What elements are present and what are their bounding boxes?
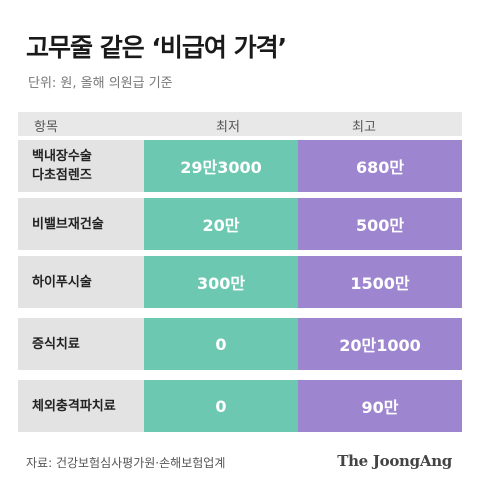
unit-note: 단위: 원, 올해 의원급 기준 [28, 76, 173, 91]
row-min: 0 [144, 318, 298, 370]
header-item: 항목 [34, 120, 58, 135]
row-max: 1500만 [298, 256, 462, 308]
row-max: 500만 [298, 198, 462, 250]
row-max: 20만1000 [298, 318, 462, 370]
row-item: 비밸브재건술 [18, 198, 144, 250]
table-header: 항목 최저 최고 [18, 112, 462, 136]
row-item: 백내장수술 다초점렌즈 [18, 140, 144, 192]
row-min: 0 [144, 380, 298, 432]
source-note: 자료: 건강보험심사평가원·손해보험업계 [26, 456, 226, 470]
row-min: 20만 [144, 198, 298, 250]
header-max: 최고 [352, 120, 376, 135]
header-min: 최저 [216, 120, 240, 135]
row-item: 하이푸시술 [18, 256, 144, 308]
publisher-logo: The JoongAng [337, 452, 452, 470]
table-row: 비밸브재건술 20만 500만 [18, 198, 462, 250]
row-min: 29만3000 [144, 140, 298, 192]
row-min: 300만 [144, 256, 298, 308]
table-row: 하이푸시술 300만 1500만 [18, 256, 462, 308]
table-row: 증식치료 0 20만1000 [18, 318, 462, 370]
row-max: 680만 [298, 140, 462, 192]
page-title: 고무줄 같은 ‘비급여 가격’ [26, 33, 287, 62]
row-max: 90만 [298, 380, 462, 432]
table-row: 체외충격파치료 0 90만 [18, 380, 462, 432]
row-item: 체외충격파치료 [18, 380, 144, 432]
table-row: 백내장수술 다초점렌즈 29만3000 680만 [18, 140, 462, 192]
row-item: 증식치료 [18, 318, 144, 370]
